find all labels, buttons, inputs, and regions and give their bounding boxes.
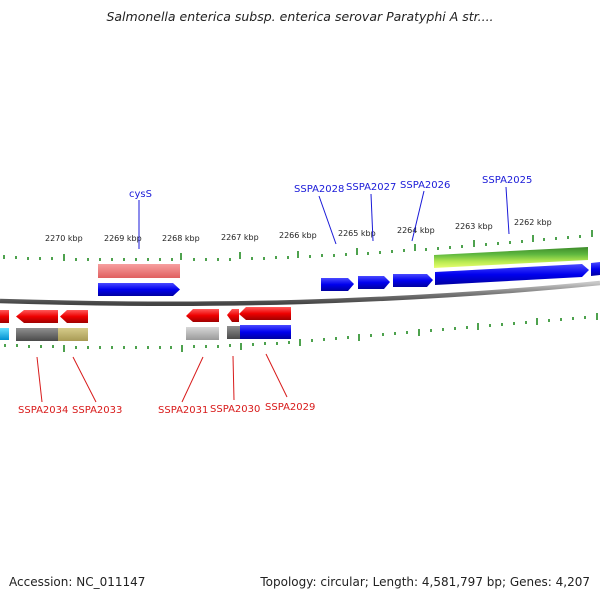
label-leader	[411, 190, 425, 242]
gene-arrow-sspa2031[interactable]	[186, 309, 219, 322]
gene-label-sspa2026[interactable]: SSPA2026	[400, 180, 450, 191]
reverse-strand	[0, 307, 291, 341]
genome-backbone	[0, 280, 600, 307]
scale-label: 2267 kbp	[221, 233, 259, 242]
scale-label: 2266 kbp	[279, 231, 317, 240]
gene-label-sspa2025[interactable]: SSPA2025	[482, 175, 532, 186]
gene-arrow-sspa2026[interactable]	[393, 274, 433, 287]
accession-text: Accession: NC_011147	[9, 575, 146, 589]
gene-label-sspa2033[interactable]: SSPA2033	[72, 405, 122, 416]
gene-label-sspa2028[interactable]: SSPA2028	[294, 184, 344, 195]
scale-label: 2269 kbp	[104, 234, 142, 243]
scale-label: 2263 kbp	[455, 222, 493, 231]
gene-arrow-sspa2034[interactable]	[16, 310, 58, 323]
blue-feature-reverse[interactable]	[240, 325, 291, 339]
lightgray-feature[interactable]	[186, 327, 219, 340]
scale-label: 2270 kbp	[45, 234, 83, 243]
gene-arrow-sspa2028[interactable]	[321, 278, 354, 291]
bottom-gene-labels: SSPA2034 SSPA2033 SSPA2031 SSPA2030 SSPA…	[18, 353, 315, 416]
misc-feature-green[interactable]	[434, 247, 588, 268]
gene-arrow-partial-left[interactable]	[0, 310, 9, 323]
gray-feature-small[interactable]	[227, 326, 240, 339]
top-gene-labels: cysS SSPA2028 SSPA2027 SSPA2026 SSPA2025	[129, 175, 532, 249]
rna-feature[interactable]	[98, 264, 180, 278]
gene-label-sspa2031[interactable]: SSPA2031	[158, 405, 208, 416]
gene-arrow-sspa2033[interactable]	[60, 310, 88, 323]
gene-arrow-sspa2025[interactable]	[435, 264, 589, 285]
gene-arrow-sspa2030[interactable]	[227, 309, 239, 322]
gray-feature[interactable]	[16, 328, 58, 341]
gene-arrow-cysS[interactable]	[98, 283, 180, 296]
gene-label-sspa2034[interactable]: SSPA2034	[18, 405, 68, 416]
olive-feature[interactable]	[58, 328, 88, 341]
genome-summary-text: Topology: circular; Length: 4,581,797 bp…	[260, 575, 590, 589]
gene-label-sspa2030[interactable]: SSPA2030	[210, 404, 260, 415]
scale-label: 2264 kbp	[397, 226, 435, 235]
label-leader	[505, 186, 510, 235]
label-leader	[181, 356, 204, 403]
lower-tick-track	[4, 313, 598, 352]
label-leader	[36, 356, 43, 403]
gene-label-sspa2029[interactable]: SSPA2029	[265, 402, 315, 413]
gene-arrow-sspa2029[interactable]	[239, 307, 291, 320]
label-leader	[318, 195, 337, 245]
label-leader	[370, 193, 374, 242]
forward-strand	[98, 247, 600, 296]
gene-label-sspa2027[interactable]: SSPA2027	[346, 182, 396, 193]
map-title: Salmonella enterica subsp. enterica sero…	[106, 9, 494, 24]
label-leader	[72, 356, 97, 403]
gene-arrow-sspa2027[interactable]	[358, 276, 390, 289]
cyan-feature[interactable]	[0, 328, 9, 340]
scale-label: 2268 kbp	[162, 234, 200, 243]
scale-label: 2265 kbp	[338, 229, 376, 238]
scale-labels: 2270 kbp 2269 kbp 2268 kbp 2267 kbp 2266…	[45, 218, 552, 243]
label-leader	[265, 353, 288, 398]
upper-tick-track	[3, 230, 593, 261]
gene-arrow-edge[interactable]	[591, 262, 600, 276]
scale-label: 2262 kbp	[514, 218, 552, 227]
gene-label-cysS[interactable]: cysS	[129, 189, 152, 200]
label-leader	[232, 355, 235, 401]
